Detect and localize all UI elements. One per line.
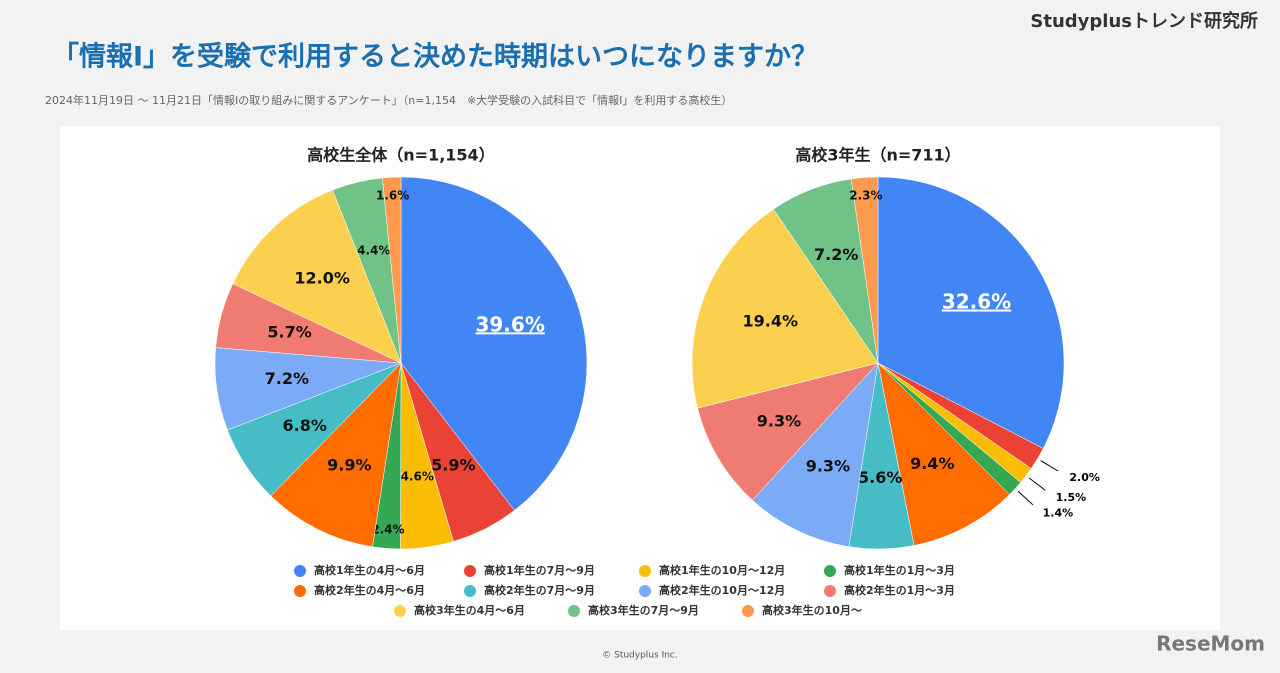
data-label: 5.6% [858, 468, 902, 487]
pie-slice [691, 208, 879, 409]
data-label: 32.6% [942, 290, 1011, 314]
legend-swatch [294, 585, 306, 597]
pie-slice [752, 362, 879, 547]
legend-label: 高校2年生の7月〜9月 [484, 583, 595, 597]
data-label: 4.4% [357, 243, 390, 257]
data-label: 12.0% [294, 268, 350, 287]
pie-slice [877, 362, 1010, 546]
legend-swatch [294, 565, 306, 577]
data-label: 6.8% [282, 416, 326, 435]
legend-swatch [464, 565, 476, 577]
pie-title: 高校3年生（n=711） [795, 146, 960, 165]
legend-swatch [464, 585, 476, 597]
data-label: 7.2% [814, 245, 858, 264]
legend-label: 高校2年生の1月〜3月 [844, 583, 955, 597]
data-label: 9.4% [910, 454, 954, 473]
leader-line [1017, 490, 1034, 506]
data-label: 5.9% [431, 455, 475, 474]
legend-label: 高校3年生の10月〜 [762, 603, 862, 617]
legend-swatch [639, 585, 651, 597]
pie-slice [850, 176, 879, 364]
legend-swatch [742, 605, 754, 617]
data-label: 1.4% [1043, 507, 1074, 520]
legend-label: 高校1年生の7月〜9月 [484, 563, 595, 577]
pie-slice [697, 362, 879, 501]
legend-label: 高校3年生の4月〜6月 [414, 603, 525, 617]
legend-label: 高校1年生の10月〜12月 [659, 563, 785, 577]
data-label: 1.5% [1056, 491, 1087, 504]
legend-label: 高校1年生の4月〜6月 [314, 563, 425, 577]
copyright: © Studyplus Inc. [602, 651, 677, 661]
legend-label: 高校3年生の7月〜9月 [588, 603, 699, 617]
pie-slice [400, 176, 588, 511]
data-label: 9.3% [806, 456, 850, 475]
data-label: 9.3% [757, 412, 801, 431]
legend-swatch [568, 605, 580, 617]
data-label: 2.0% [1069, 471, 1100, 484]
data-label: 39.6% [475, 312, 544, 336]
legend-label: 高校1年生の1月〜3月 [844, 563, 955, 577]
logo: ReseMom [1156, 632, 1265, 656]
data-label: 1.6% [376, 188, 409, 202]
pie-slice [232, 189, 402, 364]
pie-slice [877, 176, 1065, 449]
legend-label: 高校2年生の10月〜12月 [659, 583, 785, 597]
pie-slice [270, 362, 402, 548]
data-label: 19.4% [742, 311, 798, 330]
data-label: 7.2% [265, 369, 309, 388]
legend-swatch [394, 605, 406, 617]
pie-title: 高校生全体（n=1,154） [307, 146, 494, 165]
leader-line [1040, 460, 1059, 472]
data-label: 9.9% [327, 456, 371, 475]
legend-swatch [824, 565, 836, 577]
subtitle: 2024年11月19日 〜 11月21日「情報Ⅰの取り組みに関するアンケート」（… [45, 93, 732, 107]
legend-label: 高校2年生の4月〜6月 [314, 583, 425, 597]
pie-slice [382, 176, 402, 364]
data-label: 2.4% [371, 522, 404, 536]
data-label: 2.3% [849, 189, 882, 203]
leader-line [1028, 477, 1046, 491]
brand: Studyplusトレンド研究所 [1030, 10, 1258, 32]
legend-swatch [639, 565, 651, 577]
legend-swatch [824, 585, 836, 597]
title: 「情報Ⅰ」を受験で利用すると決めた時期はいつになりますか？ [52, 41, 818, 73]
data-label: 5.7% [267, 323, 311, 342]
data-label: 4.6% [401, 470, 434, 484]
